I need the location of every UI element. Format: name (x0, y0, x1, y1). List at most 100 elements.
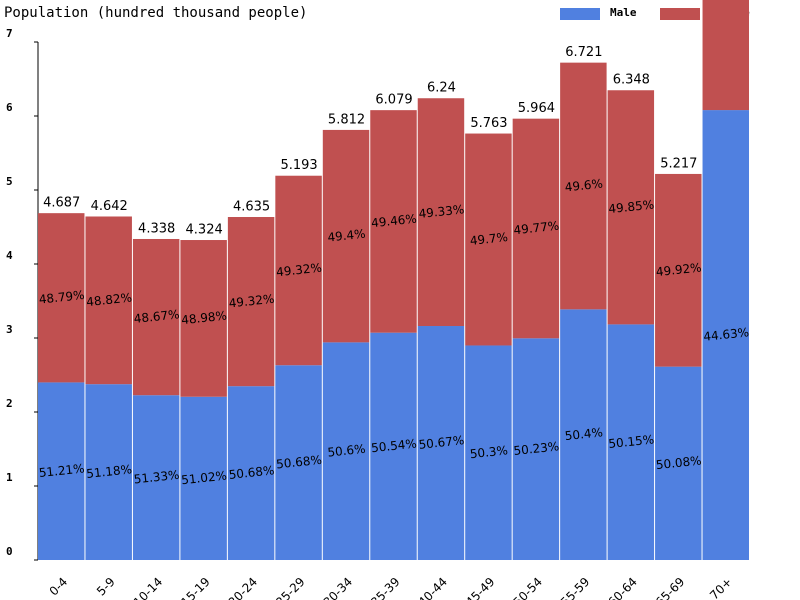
bar-segment (512, 118, 560, 339)
percent-label: 51.18% (86, 462, 133, 481)
x-tick-label: 15-19 (178, 575, 213, 600)
bar-segment (607, 90, 655, 325)
percent-label: 49.77% (513, 219, 560, 238)
bar-segment (275, 175, 322, 366)
bar-segment (417, 326, 465, 560)
total-label: 6.079 (375, 93, 412, 108)
y-tick-label: 2 (6, 397, 13, 410)
bar-segment (512, 338, 560, 560)
bar-segment (227, 386, 275, 560)
x-tick-label: 5-9 (94, 575, 118, 599)
x-tick-label: 0-4 (47, 575, 71, 599)
percent-label: 48.67% (133, 307, 180, 326)
total-label: 4.324 (186, 223, 223, 238)
x-tick-label: 25-29 (273, 575, 308, 600)
total-label: 5.964 (518, 101, 555, 116)
bar-segment (702, 110, 749, 560)
x-tick-label: 35-39 (368, 575, 403, 600)
total-label: 5.763 (470, 116, 507, 131)
x-tick-label: 30-34 (321, 575, 356, 600)
bar-segment (655, 173, 702, 367)
chart-title: Population (hundred thousand people) (4, 5, 307, 21)
bar-segment (607, 324, 655, 560)
percent-label: 50.08% (655, 453, 702, 472)
percent-label: 50.68% (228, 463, 275, 482)
x-tick-label: 70+ (707, 575, 735, 600)
bar-segment (38, 213, 85, 383)
percent-label: 49.92% (655, 260, 702, 279)
percent-label: 44.63% (703, 325, 750, 344)
x-tick-label: 55-59 (558, 575, 593, 600)
bar-segment (322, 129, 370, 343)
bar-segment (132, 395, 180, 560)
bar-segment (417, 98, 465, 327)
bar-segment (322, 342, 370, 560)
bar-segment (370, 332, 417, 560)
legend-label: Male (610, 6, 637, 19)
total-label: 5.193 (280, 158, 317, 173)
total-label: 4.687 (43, 196, 80, 211)
bar-segment (85, 384, 132, 560)
x-tick-label: 65-69 (653, 575, 688, 600)
bar-segment (465, 133, 512, 346)
x-tick-label: 20-24 (226, 575, 261, 600)
y-tick-label: 0 (6, 545, 13, 558)
bar-segment (370, 110, 417, 333)
y-tick-label: 1 (6, 471, 13, 484)
percent-label: 50.68% (276, 453, 323, 472)
percent-label: 50.67% (418, 433, 465, 452)
percent-label: 50.6% (327, 442, 366, 460)
x-tick-label: 40-44 (416, 575, 451, 600)
total-label: 4.338 (138, 221, 175, 236)
percent-label: 49.32% (276, 261, 323, 280)
bar-segment (560, 309, 607, 560)
y-tick-label: 7 (6, 27, 13, 40)
y-tick-label: 6 (6, 101, 13, 114)
percent-label: 49.85% (608, 197, 655, 216)
percent-label: 48.98% (181, 309, 228, 328)
percent-label: 50.15% (608, 432, 655, 451)
total-label: 4.642 (91, 199, 128, 214)
percent-label: 50.4% (564, 425, 603, 443)
percent-label: 49.32% (228, 292, 275, 311)
legend-swatch (560, 8, 600, 20)
bar-segment (180, 396, 227, 560)
percent-label: 49.6% (564, 177, 603, 195)
total-label: 5.217 (660, 156, 697, 171)
percent-label: 50.3% (469, 443, 508, 461)
x-tick-label: 10-14 (131, 575, 166, 600)
bar-segment (38, 382, 85, 560)
total-label: 6.24 (427, 81, 456, 96)
y-tick-label: 5 (6, 175, 13, 188)
y-tick-label: 4 (6, 249, 13, 262)
bar-segment (275, 365, 322, 560)
total-label: 6.721 (565, 45, 602, 60)
bar-segment (560, 62, 607, 310)
total-label: 5.812 (328, 112, 365, 127)
y-tick-label: 3 (6, 323, 13, 336)
percent-label: 48.79% (38, 288, 85, 307)
x-tick-label: 45-49 (463, 575, 498, 600)
percent-label: 49.4% (327, 227, 366, 245)
x-tick-label: 60-64 (605, 575, 640, 600)
total-label: 4.635 (233, 200, 270, 215)
bar-segment (465, 345, 512, 560)
percent-label: 50.23% (513, 439, 560, 458)
percent-label: 50.54% (370, 436, 417, 455)
bar-segment (180, 240, 227, 397)
legend-swatch (660, 8, 700, 20)
percent-label: 51.21% (38, 461, 85, 480)
percent-label: 48.82% (86, 290, 133, 309)
percent-label: 51.02% (181, 469, 228, 488)
percent-label: 49.46% (370, 212, 417, 231)
bar-segment (85, 216, 132, 385)
bar-segment (132, 238, 180, 396)
percent-label: 51.33% (133, 468, 180, 487)
bar-segment (702, 0, 749, 111)
total-label: 6.348 (613, 73, 650, 88)
percent-label: 49.7% (469, 230, 508, 248)
bar-segment (227, 217, 275, 387)
bar-segment (655, 366, 702, 560)
